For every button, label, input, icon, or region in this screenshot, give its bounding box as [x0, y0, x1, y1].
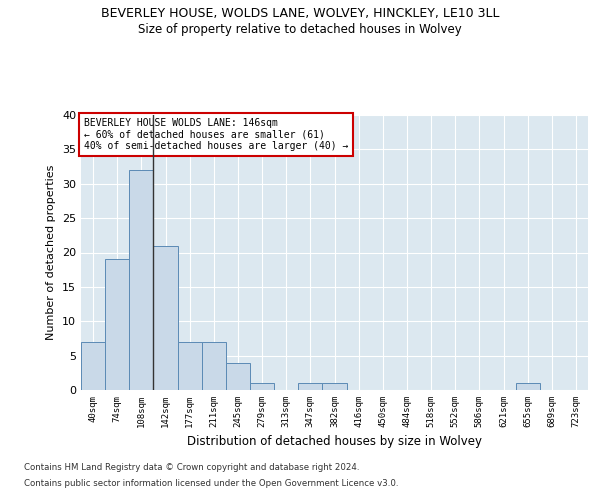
- Bar: [178, 342, 202, 390]
- Text: Size of property relative to detached houses in Wolvey: Size of property relative to detached ho…: [138, 22, 462, 36]
- Text: BEVERLEY HOUSE WOLDS LANE: 146sqm
← 60% of detached houses are smaller (61)
40% : BEVERLEY HOUSE WOLDS LANE: 146sqm ← 60% …: [83, 118, 348, 151]
- Y-axis label: Number of detached properties: Number of detached properties: [46, 165, 56, 340]
- Text: BEVERLEY HOUSE, WOLDS LANE, WOLVEY, HINCKLEY, LE10 3LL: BEVERLEY HOUSE, WOLDS LANE, WOLVEY, HINC…: [101, 8, 499, 20]
- Text: Contains public sector information licensed under the Open Government Licence v3: Contains public sector information licen…: [24, 478, 398, 488]
- Bar: [105, 260, 129, 390]
- Bar: [202, 342, 226, 390]
- Bar: [322, 383, 347, 390]
- Bar: [250, 383, 274, 390]
- Bar: [226, 362, 250, 390]
- Bar: [81, 342, 105, 390]
- Bar: [298, 383, 322, 390]
- Text: Contains HM Land Registry data © Crown copyright and database right 2024.: Contains HM Land Registry data © Crown c…: [24, 464, 359, 472]
- X-axis label: Distribution of detached houses by size in Wolvey: Distribution of detached houses by size …: [187, 436, 482, 448]
- Bar: [515, 383, 540, 390]
- Bar: [129, 170, 154, 390]
- Bar: [154, 246, 178, 390]
